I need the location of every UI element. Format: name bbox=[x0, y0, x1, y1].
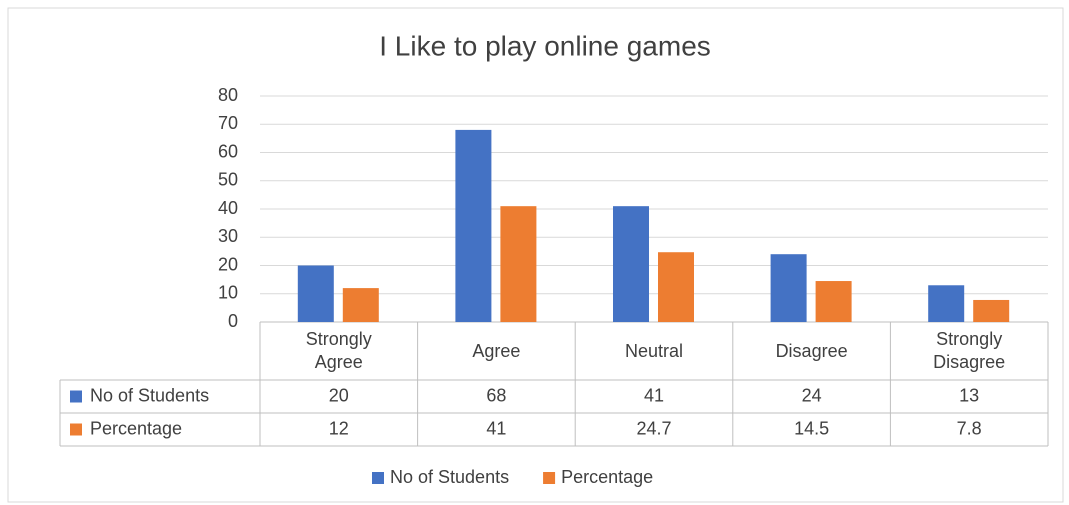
legend-key bbox=[70, 390, 82, 403]
bar bbox=[973, 299, 1010, 322]
bar bbox=[613, 206, 649, 322]
legend-label: No of Students bbox=[390, 467, 509, 487]
legend-label: Percentage bbox=[561, 467, 653, 487]
table-cell: 20 bbox=[329, 385, 349, 405]
row-header: No of Students bbox=[90, 385, 209, 405]
table-cell: 24 bbox=[802, 385, 822, 405]
bar bbox=[455, 129, 492, 322]
bar bbox=[342, 288, 379, 322]
table-cell: 14.5 bbox=[794, 418, 829, 438]
category-text: Disagree bbox=[775, 340, 848, 361]
bar bbox=[658, 252, 694, 322]
category-text: Agree bbox=[472, 340, 521, 361]
y-tick-label: 40 bbox=[218, 198, 238, 218]
x-tick-label: Strongly Disagree bbox=[890, 322, 1048, 380]
category-text: Strongly Disagree bbox=[933, 329, 1006, 372]
table-cell: 41 bbox=[486, 418, 506, 438]
y-tick-label: 80 bbox=[218, 85, 238, 105]
bar bbox=[815, 281, 852, 322]
y-tick-label: 70 bbox=[218, 113, 238, 133]
category-text: Strongly Agree bbox=[305, 329, 372, 372]
bar bbox=[928, 285, 965, 322]
y-tick-label: 0 bbox=[228, 311, 238, 331]
chart-title: I Like to play online games bbox=[379, 30, 711, 61]
category-text: Neutral bbox=[624, 340, 683, 361]
table-cell: 68 bbox=[486, 385, 506, 405]
y-tick-label: 60 bbox=[218, 141, 238, 161]
y-tick-label: 50 bbox=[218, 170, 238, 190]
table-cell: 41 bbox=[644, 385, 664, 405]
table-cell: 7.8 bbox=[957, 418, 982, 438]
legend-key bbox=[543, 472, 556, 484]
table-cell: 12 bbox=[329, 418, 349, 438]
bar bbox=[297, 265, 334, 322]
y-tick-label: 10 bbox=[218, 283, 238, 303]
y-tick-label: 20 bbox=[218, 254, 238, 274]
y-tick-label: 30 bbox=[218, 226, 238, 246]
row-header: Percentage bbox=[90, 418, 182, 438]
bar bbox=[500, 206, 537, 322]
legend-key bbox=[70, 423, 82, 436]
table-cell: 24.7 bbox=[636, 418, 671, 438]
x-tick-label: Neutral bbox=[575, 322, 733, 380]
table-cell: 13 bbox=[959, 385, 979, 405]
legend-key bbox=[372, 472, 384, 484]
x-tick-label: Strongly Agree bbox=[260, 322, 418, 380]
x-tick-label: Disagree bbox=[733, 322, 891, 380]
x-tick-label: Agree bbox=[418, 322, 576, 380]
bar bbox=[770, 254, 807, 322]
